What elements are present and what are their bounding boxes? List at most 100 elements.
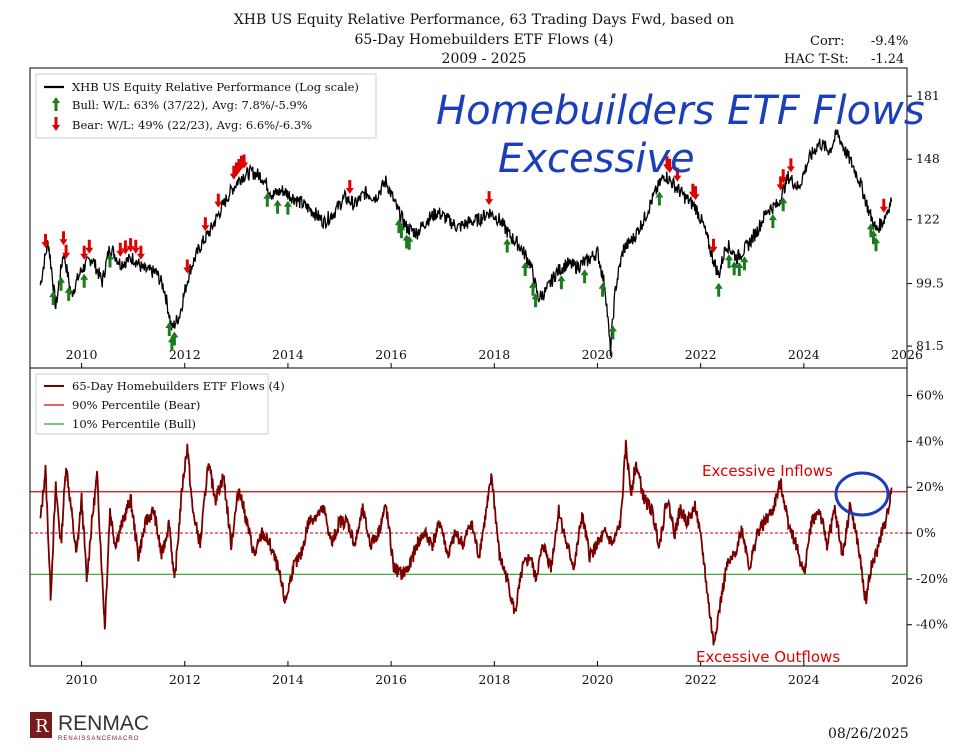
bottom-xtick-label: 2020 bbox=[582, 672, 614, 687]
bottom-ytick-label: -20% bbox=[916, 571, 948, 586]
top-xtick-label: 2026 bbox=[891, 347, 923, 362]
bear-signal-arrow bbox=[229, 165, 238, 180]
bull-signal-arrow bbox=[655, 191, 664, 206]
price-series-line bbox=[39, 128, 893, 357]
bear-signal-arrow bbox=[201, 217, 210, 232]
logo-mark-icon: R RENMAC RENAISSANCEMACRO bbox=[30, 712, 149, 742]
hac-stat: HAC T-St: -1.24 bbox=[784, 52, 904, 67]
top-ytick-label: 148 bbox=[916, 151, 940, 166]
bear-signal-arrow bbox=[80, 245, 89, 260]
bull-signal-arrow bbox=[779, 197, 788, 212]
bear-signal-arrow bbox=[62, 244, 71, 259]
top-panel: 81.5 99.5 122 148 181 2010 2012 2014 2016 2018 202… bbox=[39, 88, 944, 368]
bull-signal-arrow bbox=[768, 214, 777, 229]
bull-signal-arrow bbox=[57, 276, 65, 291]
top-legend: XHB US Equity Relative Performance (Log … bbox=[35, 73, 377, 139]
bull-signal-arrow bbox=[866, 223, 875, 238]
top-xtick-label: 2014 bbox=[272, 347, 304, 362]
handwritten-title: Homebuilders ETF Flows bbox=[436, 88, 925, 134]
bull-signal-arrow bbox=[608, 325, 617, 340]
chart-title-line2: 65-Day Homebuilders ETF Flows (4) bbox=[354, 32, 614, 48]
bull-signal-arrow bbox=[730, 261, 739, 276]
bottom-xtick-label: 2016 bbox=[375, 672, 407, 687]
bull-signal-arrow bbox=[598, 282, 607, 297]
bear-signal-arrow bbox=[183, 259, 192, 274]
bull-signal-arrow bbox=[394, 219, 403, 234]
renmac-logo: R RENMAC RENAISSANCEMACRO bbox=[30, 710, 180, 750]
bear-signal-arrow bbox=[691, 186, 700, 201]
top-legend-box bbox=[35, 73, 377, 139]
bull-signal-arrow bbox=[557, 275, 566, 290]
bull-signal-arrow bbox=[521, 262, 530, 276]
report-date: 08/26/2025 bbox=[828, 726, 909, 742]
annotation-excessive-inflows: Excessive Inflows bbox=[702, 462, 833, 480]
bottom-ytick-label: 0% bbox=[916, 525, 936, 540]
bottom-xtick-label: 2024 bbox=[788, 672, 820, 687]
bull-signal-arrow bbox=[170, 331, 179, 346]
top-ytick-label: 81.5 bbox=[916, 338, 944, 353]
hac-value: -1.24 bbox=[870, 52, 905, 67]
bear-signal-arrow bbox=[786, 158, 795, 173]
bear-signal-arrow bbox=[345, 180, 354, 194]
bottom-xtick-label: 2010 bbox=[66, 672, 98, 687]
bear-signal-arrow bbox=[776, 176, 785, 191]
bottom-xtick-label: 2018 bbox=[478, 672, 510, 687]
bottom-ytick-label: 60% bbox=[916, 388, 944, 403]
bull-signal-arrow bbox=[106, 253, 114, 268]
legend-bull-label: Bull: W/L: 63% (37/22), Avg: 7.8%/-5.9% bbox=[72, 98, 308, 112]
logo-text: RENMAC bbox=[58, 712, 149, 735]
bull-signal-arrow bbox=[503, 238, 512, 253]
legend-flows-label: 65-Day Homebuilders ETF Flows (4) bbox=[72, 379, 285, 393]
bottom-xtick-label: 2012 bbox=[169, 672, 201, 687]
top-xtick-label: 2024 bbox=[788, 347, 820, 362]
bull-signal-arrow bbox=[405, 235, 414, 250]
annotation-excessive-outflows: Excessive Outflows bbox=[696, 648, 840, 666]
bull-signal-arrow bbox=[64, 286, 73, 301]
svg-text:R: R bbox=[35, 716, 49, 737]
top-xtick-label: 2010 bbox=[66, 347, 98, 362]
chart-title-line3: 2009 - 2025 bbox=[441, 51, 527, 67]
highlight-circle bbox=[834, 471, 890, 517]
bear-signal-arrow bbox=[41, 234, 50, 248]
bear-signal-arrow bbox=[59, 231, 68, 246]
bottom-panel: -40% -20% 0% 20% 40% 60% 2010 2012 2014 2016 2018 2… bbox=[30, 388, 948, 687]
bottom-xtick-label: 2014 bbox=[272, 672, 304, 687]
top-xtick-label: 2012 bbox=[169, 347, 201, 362]
bear-signal-arrow bbox=[131, 239, 140, 254]
bull-signal-arrow bbox=[273, 199, 282, 214]
bear-signal-arrow bbox=[779, 169, 788, 184]
top-xtick-label: 2016 bbox=[375, 347, 407, 362]
bull-signal-arrow bbox=[725, 254, 733, 269]
bull-signal-arrow bbox=[869, 230, 878, 245]
bottom-panel-frame bbox=[29, 367, 908, 667]
bottom-ytick-label: -40% bbox=[916, 617, 948, 632]
bull-signal-arrow bbox=[580, 269, 589, 284]
top-xtick-label: 2022 bbox=[685, 347, 717, 362]
bear-signal-arrow bbox=[709, 238, 718, 253]
bull-signal-arrow bbox=[735, 262, 744, 276]
bull-signal-arrow bbox=[531, 293, 540, 308]
bear-signal-arrow bbox=[116, 242, 125, 257]
bottom-xtick-label: 2022 bbox=[685, 672, 717, 687]
bear-signal-arrow bbox=[485, 191, 494, 206]
top-xtick-label: 2018 bbox=[478, 347, 510, 362]
top-ytick-label: 181 bbox=[916, 88, 940, 103]
chart-title-line1: XHB US Equity Relative Performance, 63 T… bbox=[233, 12, 735, 28]
bottom-legend-box bbox=[35, 373, 269, 435]
flows-series-line bbox=[39, 439, 893, 646]
bear-signal-arrow bbox=[673, 167, 682, 182]
bull-signal-arrow bbox=[714, 282, 723, 297]
corr-stat: Corr: -9.4% bbox=[810, 34, 908, 49]
bull-signal-arrow bbox=[872, 237, 880, 252]
bottom-legend: 65-Day Homebuilders ETF Flows (4) 90% Pe… bbox=[35, 373, 285, 435]
corr-label: Corr: bbox=[810, 34, 845, 49]
bear-signal-arrow bbox=[121, 240, 130, 255]
bull-signal-arrow bbox=[529, 281, 537, 296]
legend-bull-line-label: 10% Percentile (Bull) bbox=[72, 417, 196, 431]
top-ytick-label: 99.5 bbox=[916, 276, 944, 291]
bear-signal-arrow bbox=[232, 162, 241, 177]
bull-signal-arrow bbox=[740, 256, 749, 271]
legend-bear-line-label: 90% Percentile (Bear) bbox=[72, 398, 200, 412]
logo-subtext: RENAISSANCEMACRO bbox=[58, 736, 139, 742]
